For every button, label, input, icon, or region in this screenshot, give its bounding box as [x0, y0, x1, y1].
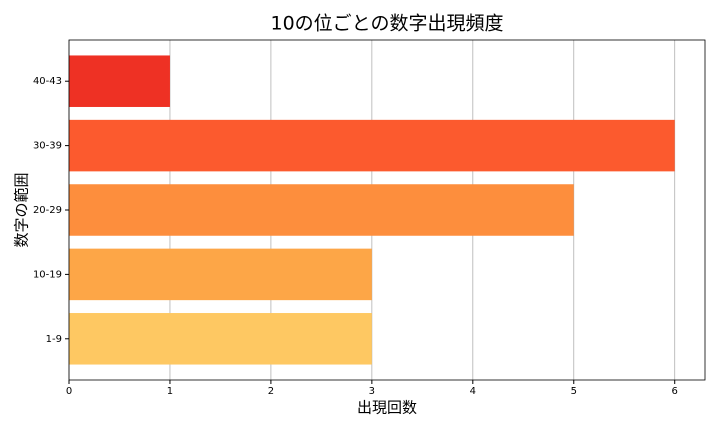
bar	[69, 55, 170, 107]
x-tick-label: 3	[369, 386, 375, 397]
plot-frame	[68, 39, 706, 381]
x-tick-label: 1	[167, 386, 173, 397]
bar	[69, 248, 372, 301]
chart-title: 10の位ごとの数字出現頻度	[271, 13, 504, 35]
x-tick-label: 5	[571, 386, 577, 397]
y-tick-label: 40-43	[33, 76, 62, 87]
bar	[69, 119, 675, 172]
x-tick-label: 4	[470, 386, 476, 397]
x-axis-label: 出現回数	[357, 399, 417, 417]
y-tick-label: 1-9	[46, 334, 62, 345]
y-axis-label: 数字の範囲	[13, 172, 31, 247]
y-tick-label: 20-29	[33, 205, 62, 216]
x-tick-label: 2	[268, 386, 274, 397]
x-tick-label: 0	[66, 386, 72, 397]
y-tick-label: 10-19	[33, 269, 62, 280]
x-tick-label: 6	[672, 386, 678, 397]
bar	[69, 184, 574, 236]
y-tick-label: 30-39	[33, 141, 62, 152]
bar	[69, 313, 372, 365]
